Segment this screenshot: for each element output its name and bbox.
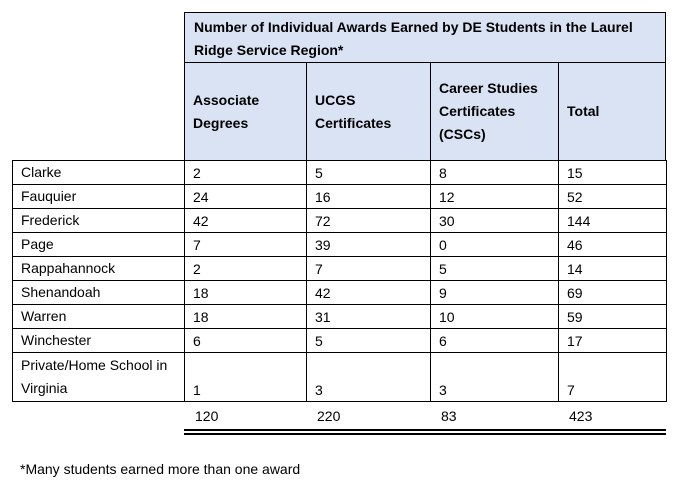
cell-career-studies-certificates: 3 [430, 352, 559, 402]
cell-career-studies-certificates: 0 [430, 232, 559, 257]
cell-associate-degrees: 7 [184, 232, 307, 257]
document-page: Number of Individual Awards Earned by DE… [12, 12, 667, 477]
total-ucgs-certificates: 220 [317, 407, 341, 424]
cell-ucgs-certificates: 39 [306, 232, 431, 257]
table-row-winchester: Winchester 6 5 6 17 [12, 328, 667, 353]
table-title: Number of Individual Awards Earned by DE… [185, 13, 665, 63]
cell-total: 14 [558, 256, 667, 281]
cell-associate-degrees: 2 [184, 160, 307, 185]
table-row-warren: Warren 18 31 10 59 [12, 304, 667, 329]
cell-total: 52 [558, 184, 667, 209]
cell-total: 17 [558, 328, 667, 353]
cell-total: 15 [558, 160, 667, 185]
column-header-ucgs-certificates: UCGS Certificates [306, 63, 430, 160]
table-row-page: Page 7 39 0 46 [12, 232, 667, 257]
footnote: *Many students earned more than one awar… [20, 461, 301, 477]
row-label: Warren [12, 304, 185, 329]
row-label: Private/Home School in Virginia [12, 352, 185, 402]
table-row-fauquier: Fauquier 24 16 12 52 [12, 184, 667, 209]
cell-career-studies-certificates: 10 [430, 304, 559, 329]
cell-total: 7 [558, 352, 667, 402]
cell-career-studies-certificates: 6 [430, 328, 559, 353]
table-row-shenandoah: Shenandoah 18 42 9 69 [12, 280, 667, 305]
total-associate-degrees: 120 [195, 407, 219, 424]
row-label: Winchester [12, 328, 185, 353]
row-label: Rappahannock [12, 256, 185, 281]
cell-career-studies-certificates: 12 [430, 184, 559, 209]
table-row-private-home-school: Private/Home School in Virginia 1 3 3 7 [12, 352, 667, 402]
table-body: Clarke 2 5 8 15 Fauquier 24 16 12 52 Fre… [12, 160, 667, 402]
cell-ucgs-certificates: 31 [306, 304, 431, 329]
column-header-total: Total [558, 63, 665, 160]
cell-career-studies-certificates: 30 [430, 208, 559, 233]
cell-associate-degrees: 6 [184, 328, 307, 353]
cell-career-studies-certificates: 5 [430, 256, 559, 281]
row-label: Fauquier [12, 184, 185, 209]
cell-career-studies-certificates: 9 [430, 280, 559, 305]
table-header-block: Number of Individual Awards Earned by DE… [184, 12, 666, 160]
row-label: Shenandoah [12, 280, 185, 305]
cell-associate-degrees: 18 [184, 304, 307, 329]
double-rule [184, 429, 666, 435]
table-row-rappahannock: Rappahannock 2 7 5 14 [12, 256, 667, 281]
table-row-clarke: Clarke 2 5 8 15 [12, 160, 667, 185]
row-label: Frederick [12, 208, 185, 233]
awards-table: Number of Individual Awards Earned by DE… [12, 12, 667, 435]
column-header-career-studies-certificates: Career Studies Certificates (CSCs) [430, 63, 558, 160]
cell-associate-degrees: 42 [184, 208, 307, 233]
column-header-associate-degrees: Associate Degrees [193, 91, 260, 131]
cell-ucgs-certificates: 16 [306, 184, 431, 209]
cell-ucgs-certificates: 7 [306, 256, 431, 281]
cell-career-studies-certificates: 8 [430, 160, 559, 185]
cell-ucgs-certificates: 3 [306, 352, 431, 402]
cell-ucgs-certificates: 72 [306, 208, 431, 233]
cell-total: 69 [558, 280, 667, 305]
total-career-studies-certificates: 83 [441, 407, 457, 424]
totals-row: 120 220 83 423 [12, 402, 666, 429]
row-label: Clarke [12, 160, 185, 185]
cell-associate-degrees: 24 [184, 184, 307, 209]
cell-ucgs-certificates: 5 [306, 328, 431, 353]
cell-ucgs-certificates: 42 [306, 280, 431, 305]
cell-total: 46 [558, 232, 667, 257]
cell-total: 59 [558, 304, 667, 329]
cell-associate-degrees: 18 [184, 280, 307, 305]
column-header-row: Associate Degrees UCGS Certificates Care… [185, 63, 665, 160]
cell-total: 144 [558, 208, 667, 233]
cell-associate-degrees: 2 [184, 256, 307, 281]
cell-associate-degrees: 1 [184, 352, 307, 402]
cell-ucgs-certificates: 5 [306, 160, 431, 185]
row-label: Page [12, 232, 185, 257]
table-row-frederick: Frederick 42 72 30 144 [12, 208, 667, 233]
total-grand: 423 [569, 407, 593, 424]
